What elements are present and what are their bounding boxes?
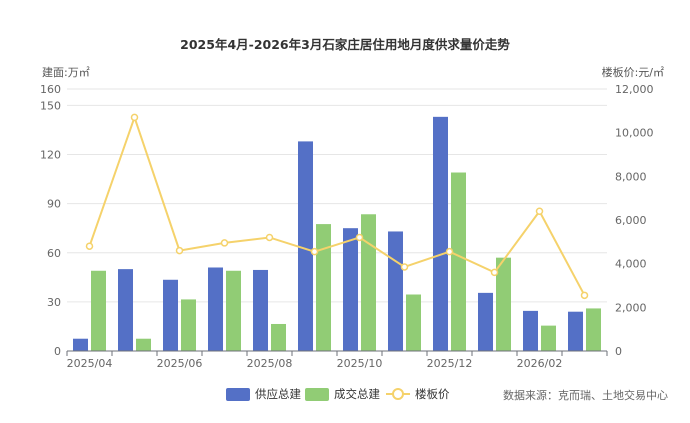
legend-swatch[interactable] bbox=[305, 388, 329, 401]
transaction-bar bbox=[541, 325, 556, 351]
transaction-bar bbox=[271, 323, 286, 351]
left-tick-label: 150 bbox=[40, 99, 61, 112]
transaction-bar bbox=[361, 214, 376, 351]
left-tick-label: 60 bbox=[47, 247, 61, 260]
supply-bar bbox=[568, 311, 583, 351]
right-tick-label: 12,000 bbox=[615, 83, 654, 96]
supply-bar bbox=[523, 310, 538, 351]
x-tick-label: 2025/10 bbox=[337, 357, 383, 370]
x-tick-label: 2026/02 bbox=[517, 357, 563, 370]
source-note: 数据来源：克而瑞、土地交易中心 bbox=[503, 388, 668, 402]
right-tick-label: 6,000 bbox=[615, 214, 647, 227]
transaction-bar bbox=[181, 299, 196, 351]
chart-title: 2025年4月-2026年3月石家庄居住用地月度供求量价走势 bbox=[180, 37, 510, 52]
price-point bbox=[445, 247, 454, 256]
right-tick-label: 4,000 bbox=[615, 258, 647, 271]
supply-bar bbox=[433, 116, 448, 352]
legend-label[interactable]: 供应总建 bbox=[255, 387, 301, 401]
bar-series bbox=[73, 116, 601, 352]
right-tick-label: 10,000 bbox=[615, 127, 654, 140]
right-axis-name: 楼板价:元/㎡ bbox=[602, 65, 664, 79]
supply-bar bbox=[163, 279, 178, 351]
right-tick-label: 8,000 bbox=[615, 170, 647, 183]
left-axis-name: 建面:万㎡ bbox=[42, 65, 90, 79]
price-point bbox=[400, 263, 409, 271]
transaction-bar bbox=[406, 294, 421, 351]
right-tick-label: 0 bbox=[615, 345, 622, 358]
right-tick-label: 2,000 bbox=[615, 301, 647, 314]
left-tick-label: 0 bbox=[54, 345, 61, 358]
supply-bar bbox=[388, 231, 403, 351]
supply-bar bbox=[208, 267, 223, 351]
price-point bbox=[580, 291, 589, 300]
left-tick-label: 160 bbox=[40, 83, 61, 96]
price-point bbox=[130, 113, 139, 122]
transaction-bar bbox=[496, 257, 511, 351]
legend-swatch[interactable] bbox=[226, 388, 250, 401]
supply-bar bbox=[73, 338, 88, 351]
price-point bbox=[490, 268, 499, 277]
transaction-bar bbox=[316, 224, 331, 351]
price-point bbox=[310, 247, 319, 256]
supply-bar bbox=[478, 292, 493, 351]
supply-bar bbox=[343, 228, 358, 351]
legend-label[interactable]: 成交总建 bbox=[334, 387, 380, 401]
supply-bar bbox=[298, 141, 313, 351]
x-tick-label: 2025/06 bbox=[157, 357, 203, 370]
transaction-bar bbox=[451, 172, 466, 351]
gridlines bbox=[67, 88, 607, 303]
transaction-bar bbox=[586, 308, 601, 351]
left-tick-label: 90 bbox=[47, 198, 61, 211]
legend-label[interactable]: 楼板价 bbox=[415, 387, 450, 401]
transaction-bar bbox=[136, 338, 151, 351]
legend[interactable]: 供应总建 成交总建 楼板价 bbox=[226, 387, 450, 401]
supply-bar bbox=[118, 269, 133, 351]
x-tick-label: 2025/04 bbox=[67, 357, 113, 370]
left-tick-label: 30 bbox=[47, 296, 61, 309]
x-tick-label: 2025/08 bbox=[247, 357, 293, 370]
supply-bar bbox=[253, 269, 268, 351]
transaction-bar bbox=[226, 270, 241, 351]
transaction-bar bbox=[91, 270, 106, 351]
price-line-series bbox=[85, 113, 589, 300]
price-point bbox=[535, 207, 544, 216]
price-point bbox=[355, 233, 364, 242]
axes: 0 30 60 90 120 150 160 0 2,000 4,000 6,000 8,000 10,… bbox=[40, 83, 654, 370]
price-point bbox=[85, 242, 94, 250]
left-tick-label: 120 bbox=[40, 149, 61, 162]
price-point bbox=[220, 239, 229, 247]
price-line bbox=[88, 114, 586, 296]
price-point bbox=[175, 246, 184, 255]
x-tick-label: 2025/12 bbox=[427, 357, 473, 370]
legend-swatch-marker[interactable] bbox=[392, 388, 404, 400]
price-point bbox=[265, 233, 274, 242]
